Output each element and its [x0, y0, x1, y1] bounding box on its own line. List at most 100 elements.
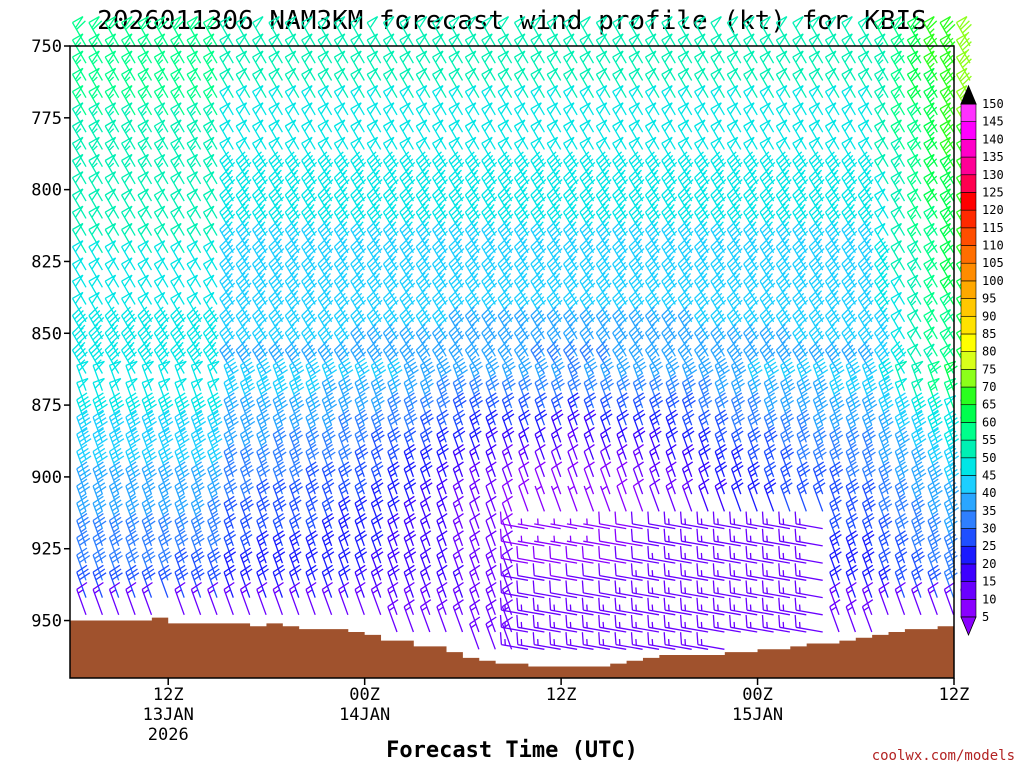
- wind-barb-stroke: [792, 220, 809, 254]
- wind-barb: [256, 426, 271, 460]
- wind-barb: [338, 426, 353, 460]
- wind-barb: [235, 136, 251, 168]
- wind-barb: [239, 375, 256, 409]
- colorbar-swatch: [960, 139, 977, 158]
- wind-barb: [763, 375, 780, 409]
- wind-barb: [464, 341, 480, 374]
- wind-barb: [841, 16, 856, 47]
- wind-barb: [677, 151, 694, 185]
- wind-barb: [436, 375, 451, 409]
- wind-barb: [432, 33, 447, 64]
- wind-barb: [501, 444, 513, 478]
- wind-barb: [955, 50, 972, 81]
- wind-barb: [190, 426, 207, 460]
- wind-barb: [399, 237, 416, 271]
- wind-barb: [710, 50, 725, 81]
- wind-barb: [268, 33, 283, 64]
- wind-barb: [481, 185, 498, 219]
- wind-barb-stroke: [694, 136, 709, 168]
- wind-barb: [614, 546, 643, 564]
- wind-barb: [861, 375, 878, 409]
- wind-barb: [911, 392, 927, 426]
- wind-barb: [76, 495, 91, 529]
- wind-barb-stroke: [649, 357, 664, 391]
- wind-barb: [546, 33, 562, 64]
- wind-barb: [612, 102, 627, 133]
- wind-barb: [464, 136, 480, 168]
- wind-barb-stroke: [579, 203, 596, 236]
- wind-barb: [534, 426, 546, 460]
- wind-barb: [288, 392, 305, 426]
- wind-barb: [419, 581, 432, 616]
- wind-barb-stroke: [530, 16, 545, 47]
- wind-barb: [927, 392, 943, 426]
- wind-barb-stroke: [317, 306, 334, 340]
- wind-barb-stroke: [157, 478, 172, 512]
- wind-barb: [104, 136, 120, 168]
- wind-barb-stroke: [927, 495, 942, 529]
- wind-barb-stroke: [174, 564, 189, 598]
- wind-barb-stroke: [726, 168, 743, 202]
- wind-barb-stroke: [448, 33, 464, 64]
- wind-barb-stroke: [125, 392, 141, 426]
- wind-barb-stroke: [845, 495, 859, 529]
- wind-barb: [92, 409, 108, 443]
- wind-barb-stroke: [632, 357, 647, 391]
- wind-barb: [366, 16, 382, 47]
- wind-barb: [550, 535, 578, 547]
- wind-barb-stroke: [943, 564, 958, 598]
- wind-barb-stroke: [235, 136, 251, 168]
- wind-barb-stroke: [878, 513, 893, 547]
- wind-barb-stroke: [513, 67, 529, 99]
- wind-barb-stroke: [530, 67, 545, 99]
- wind-barb: [321, 495, 335, 529]
- wind-barb: [808, 237, 825, 271]
- wind-barb-stroke: [256, 530, 269, 564]
- wind-barb: [923, 171, 938, 202]
- wind-barb: [202, 274, 218, 305]
- wind-barb: [137, 50, 153, 81]
- wind-barb: [532, 614, 561, 633]
- wind-barb-stroke: [829, 357, 845, 391]
- wind-barb-stroke: [841, 220, 858, 254]
- wind-barb: [321, 426, 336, 460]
- wind-barb: [88, 188, 103, 219]
- wind-barb-stroke: [256, 547, 269, 581]
- wind-barb-stroke: [857, 85, 873, 116]
- wind-barb-stroke: [432, 151, 448, 185]
- wind-barb: [923, 102, 938, 133]
- wind-barb-stroke: [448, 119, 464, 150]
- wind-barb: [186, 306, 203, 340]
- wind-barb: [219, 67, 234, 99]
- wind-barb: [927, 495, 942, 529]
- wind-barb-stroke: [448, 254, 465, 288]
- colorbar-swatch: [960, 174, 977, 193]
- wind-barb: [644, 220, 661, 254]
- wind-barb: [399, 341, 416, 374]
- wind-barb: [186, 291, 202, 323]
- wind-barb-stroke: [665, 478, 677, 512]
- wind-barb: [775, 119, 791, 150]
- wind-barb: [583, 375, 598, 409]
- wind-barb: [890, 102, 906, 133]
- wind-barb-stroke: [628, 16, 644, 47]
- wind-barb: [857, 102, 873, 133]
- wind-barb: [387, 581, 399, 616]
- wind-barb: [338, 513, 351, 547]
- wind-barb-stroke: [464, 289, 481, 323]
- wind-barb-stroke: [792, 185, 809, 219]
- wind-barb: [927, 461, 943, 495]
- wind-barb: [775, 254, 792, 288]
- wind-barb-stroke: [317, 323, 334, 357]
- wind-barb-stroke: [612, 306, 629, 340]
- wind-barb: [681, 409, 695, 443]
- wind-barb: [841, 306, 858, 340]
- wind-barb: [76, 513, 91, 547]
- wind-barb: [518, 461, 530, 495]
- wind-barb: [284, 102, 300, 133]
- wind-barb: [614, 511, 643, 530]
- wind-barb: [108, 360, 122, 391]
- wind-barb-stroke: [235, 203, 252, 236]
- wind-barb-stroke: [268, 341, 285, 374]
- wind-barb: [268, 67, 283, 99]
